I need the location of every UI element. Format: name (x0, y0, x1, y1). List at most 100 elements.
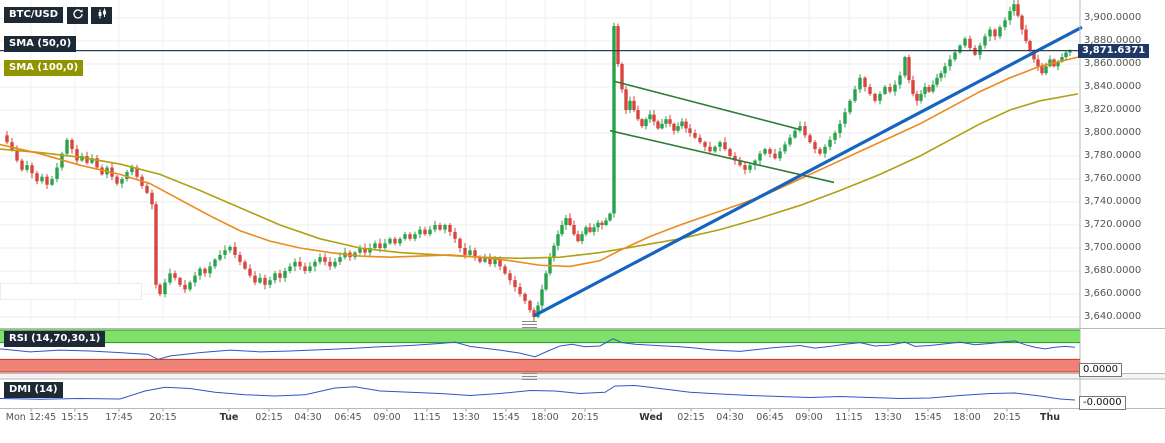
candle-body (183, 284, 187, 290)
candle-body (853, 89, 857, 101)
candle-body (243, 261, 247, 269)
candle-body (408, 234, 412, 239)
candle-body (468, 250, 472, 255)
candle-body (238, 254, 242, 262)
candle-body (25, 165, 29, 170)
candle-body (733, 156, 737, 161)
rsi-value-label: 0.0000 (1079, 363, 1122, 377)
candle-body (813, 142, 817, 150)
rsi-legend-badge[interactable]: RSI (14,70,30,1) (4, 331, 106, 347)
dmi-legend-badge[interactable]: DMI (14) (4, 382, 63, 398)
candle-body (758, 153, 762, 161)
candle-body (493, 259, 497, 265)
candle-body (798, 126, 802, 131)
candle-body (20, 160, 24, 170)
candle-body (616, 26, 620, 64)
candle-body (540, 289, 544, 306)
rsi-line (0, 338, 1076, 360)
candle-body (1032, 50, 1036, 60)
candle-body (30, 165, 34, 174)
time-tick-label: Thu (1039, 412, 1061, 423)
candle-body (931, 84, 935, 92)
sma50-line (0, 56, 1079, 268)
time-tick-label: 20:15 (993, 412, 1021, 423)
candle-body (580, 234, 584, 242)
candle-body (363, 248, 367, 253)
time-tick-label: 15:45 (492, 412, 520, 423)
chart-settings-button[interactable] (91, 7, 112, 24)
sma100-line (0, 93, 1079, 260)
time-tick-label: 11:15 (413, 412, 441, 423)
candle-body (443, 225, 447, 230)
price-tick-label: 3,740.0000 (1084, 196, 1142, 207)
candle-body (664, 119, 668, 124)
candle-body (463, 248, 467, 255)
sma50-legend-badge[interactable]: SMA (50,0) (4, 36, 77, 52)
candle-body (858, 77, 862, 90)
candle-body (218, 254, 222, 260)
candle-body (398, 238, 402, 244)
candle-body (438, 225, 442, 230)
dmi-line (0, 384, 1076, 401)
candle-body (303, 266, 307, 271)
candle-body (572, 225, 576, 235)
time-tick-label: 18:00 (531, 412, 559, 423)
candle-body (718, 142, 722, 147)
candle-body (130, 167, 134, 173)
candle-body (552, 245, 556, 258)
candle-body (632, 100, 636, 110)
panel-resize-handle-dmi[interactable] (522, 373, 537, 381)
trendline[interactable] (533, 25, 1083, 318)
candle-body (125, 172, 129, 179)
candle-body (919, 93, 923, 101)
candle-body (935, 77, 939, 85)
candle-body (660, 123, 664, 129)
candle-body (898, 75, 902, 85)
candle-body (518, 287, 522, 294)
price-tick-label: 3,680.0000 (1084, 265, 1142, 276)
channel-line[interactable] (613, 80, 801, 131)
candle-body (1012, 4, 1016, 12)
time-tick-label: 02:15 (255, 412, 283, 423)
candle-body (338, 257, 342, 262)
candle-body (428, 229, 432, 235)
refresh-button[interactable] (67, 7, 88, 24)
candle-body (688, 128, 692, 133)
time-tick-label: 20:15 (149, 412, 177, 423)
candle-body (248, 268, 252, 276)
candle-body (278, 273, 282, 278)
candle-body (318, 257, 322, 262)
price-tick-label: 3,840.0000 (1084, 81, 1142, 92)
candle-body (45, 176, 49, 185)
candle-body (1036, 59, 1040, 67)
time-tick-label: 11:15 (835, 412, 863, 423)
candle-body (233, 246, 237, 255)
time-tick-label: 15:15 (61, 412, 89, 423)
time-tick-label: 02:15 (677, 412, 705, 423)
channel-line[interactable] (609, 129, 835, 184)
candle-body (656, 121, 660, 129)
candle-body (536, 305, 540, 317)
candle-body (150, 192, 154, 205)
candle-body (228, 246, 232, 251)
candle-body (323, 257, 327, 262)
candle-body (163, 282, 167, 294)
candle-body (878, 93, 882, 101)
candle-body (268, 280, 272, 285)
candle-body (85, 156, 89, 163)
panel-resize-handle-rsi[interactable] (522, 321, 537, 329)
sma100-legend-badge[interactable]: SMA (100,0) (4, 60, 84, 76)
candle-body (620, 64, 624, 90)
candle-body (1068, 50, 1072, 53)
candle-body (1048, 59, 1052, 67)
candle-body (907, 57, 911, 81)
candle-body (1044, 66, 1048, 74)
candle-body (640, 119, 644, 127)
candle-body (958, 45, 962, 53)
candle-body (503, 266, 507, 274)
candle-body (135, 167, 139, 177)
